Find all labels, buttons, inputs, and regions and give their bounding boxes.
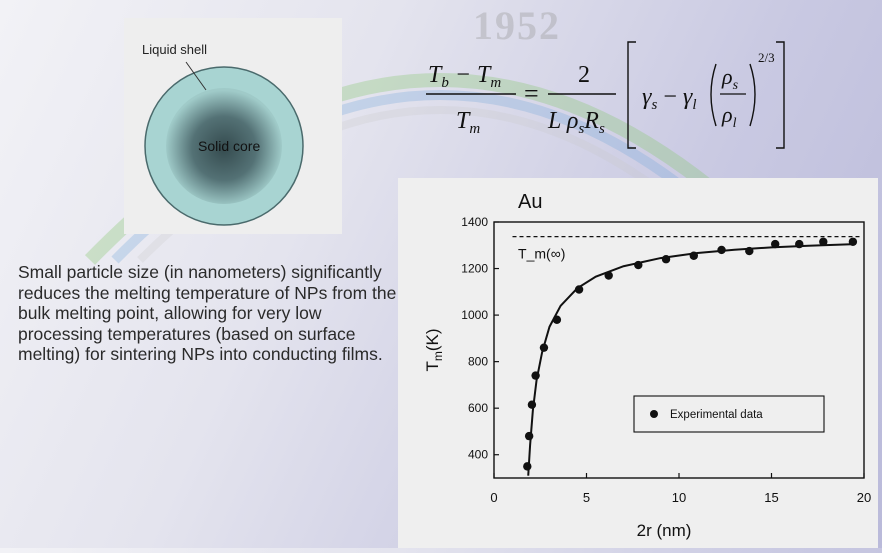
formula-gamma-s: γs − γl (642, 84, 697, 113)
y-axis-label: Tm(K) (423, 328, 445, 371)
data-point (689, 251, 698, 260)
data-point (717, 245, 726, 255)
shell-label-pointer (185, 61, 207, 91)
data-point (523, 462, 532, 471)
melting-point-formula: Tb − Tm Tm = 2 L ρsRs γs − γl ρs ρl 2/3 (426, 41, 785, 149)
formula-right-bracket (776, 41, 785, 149)
bulk-melting-label: T_m(∞) (518, 246, 565, 262)
formula-left-paren (710, 63, 717, 127)
formula-rho-s: ρs (721, 64, 739, 93)
data-point (771, 239, 780, 249)
solid-core-circle (166, 88, 282, 204)
core-label: Solid core (198, 138, 260, 154)
formula-coefficient-denominator: L ρsRs (547, 108, 605, 137)
legend-marker (650, 410, 658, 418)
x-axis-label: 2r (nm) (637, 521, 692, 540)
y-tick-label: 1000 (461, 308, 488, 322)
formula-coefficient-numerator: 2 (578, 62, 590, 88)
data-point (574, 285, 584, 294)
formula-rho-l: ρl (721, 102, 737, 131)
watermark-year: 1952 (473, 3, 561, 48)
description-text: Small particle size (in nanometers) sign… (18, 262, 397, 364)
data-point (819, 237, 828, 246)
data-point (634, 260, 643, 270)
formula-lhs-numerator: Tb − Tm (428, 62, 501, 91)
y-tick-label: 800 (468, 355, 488, 369)
y-tick-label: 400 (468, 448, 488, 462)
legend-label: Experimental data (670, 409, 763, 421)
data-point (604, 271, 613, 280)
particle-diagram-panel: Liquid shell Solid core (124, 18, 342, 234)
formula-equals: = (524, 79, 539, 108)
svg-text:Tm(K): Tm(K) (423, 328, 445, 371)
data-point (524, 431, 534, 441)
melting-point-chart: Au 2r (nm) Tm(K) 0 5 10 15 20 400 600 800 1000 12… (423, 191, 871, 540)
x-tick-label: 0 (490, 490, 497, 505)
formula-left-bracket (627, 41, 636, 149)
data-point (848, 237, 858, 246)
x-tick-label: 10 (672, 490, 686, 505)
model-curve (527, 243, 855, 476)
x-tick-label: 20 (857, 490, 871, 505)
legend-box (633, 395, 825, 433)
formula-lhs-denominator: Tm (456, 108, 480, 137)
melting-point-chart-panel: Au 2r (nm) Tm(K) 0 5 10 15 20 400 600 800 1000 12… (398, 178, 878, 548)
x-tick-label: 5 (583, 490, 590, 505)
data-point (795, 239, 804, 249)
y-tick-label: 1400 (461, 215, 488, 229)
formula-exponent: 2/3 (758, 50, 775, 65)
data-point (661, 255, 671, 264)
data-point (745, 246, 754, 256)
data-point (531, 371, 540, 380)
y-tick-label: 1200 (461, 262, 488, 276)
data-point (552, 315, 562, 324)
chart-title: Au (518, 191, 542, 213)
data-point (527, 400, 537, 409)
y-tick-label: 600 (468, 401, 488, 415)
x-tick-label: 15 (764, 490, 778, 505)
data-point (539, 343, 549, 352)
formula-right-paren (749, 63, 756, 127)
particle-diagram: Liquid shell Solid core (142, 42, 304, 226)
shell-label: Liquid shell (142, 42, 207, 57)
